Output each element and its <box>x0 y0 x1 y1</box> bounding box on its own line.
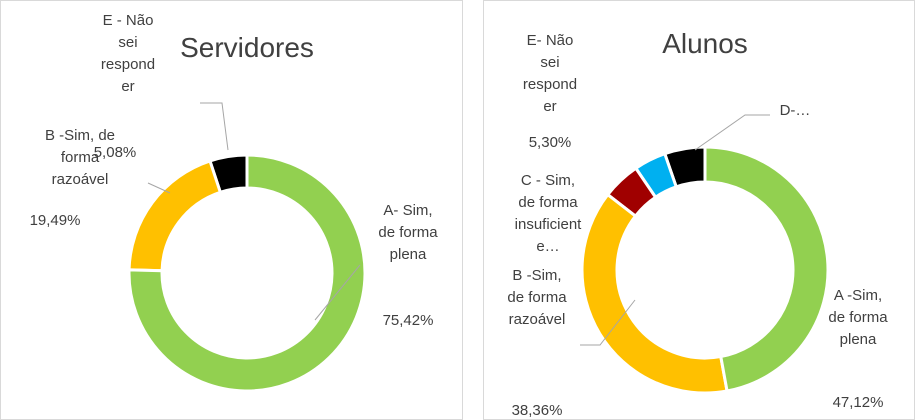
chart-title: Alunos <box>662 28 748 59</box>
donut-slice <box>633 151 679 200</box>
category-label: B -Sim, de forma razoável <box>44 127 116 188</box>
value-label: 47,12% <box>832 394 884 411</box>
donut-slice <box>127 153 367 393</box>
donut-slice <box>703 145 830 393</box>
chart-title: Servidores <box>180 32 314 63</box>
leader-lines <box>147 102 770 346</box>
category-label: A- Sim, de forma plena <box>378 202 438 263</box>
donut-slice <box>580 192 729 395</box>
category-label: E- Não sei responder <box>522 32 578 115</box>
value-label: 75,42% <box>382 312 434 329</box>
value-label: 5,30% <box>528 134 572 151</box>
category-label: B -Sim, de forma razoável <box>507 267 567 328</box>
value-label: 5,08% <box>93 144 137 161</box>
donut-slice <box>127 159 223 273</box>
value-label: 19,49% <box>29 212 81 229</box>
value-label: 38,36% <box>511 402 563 419</box>
category-label: A -Sim, de forma plena <box>828 287 888 348</box>
category-label: C - Sim, de forma insuficiente… <box>514 172 582 255</box>
category-label: E - Não sei responder <box>100 12 156 95</box>
donut-slice <box>605 166 658 219</box>
category-label: D-… <box>779 102 811 119</box>
